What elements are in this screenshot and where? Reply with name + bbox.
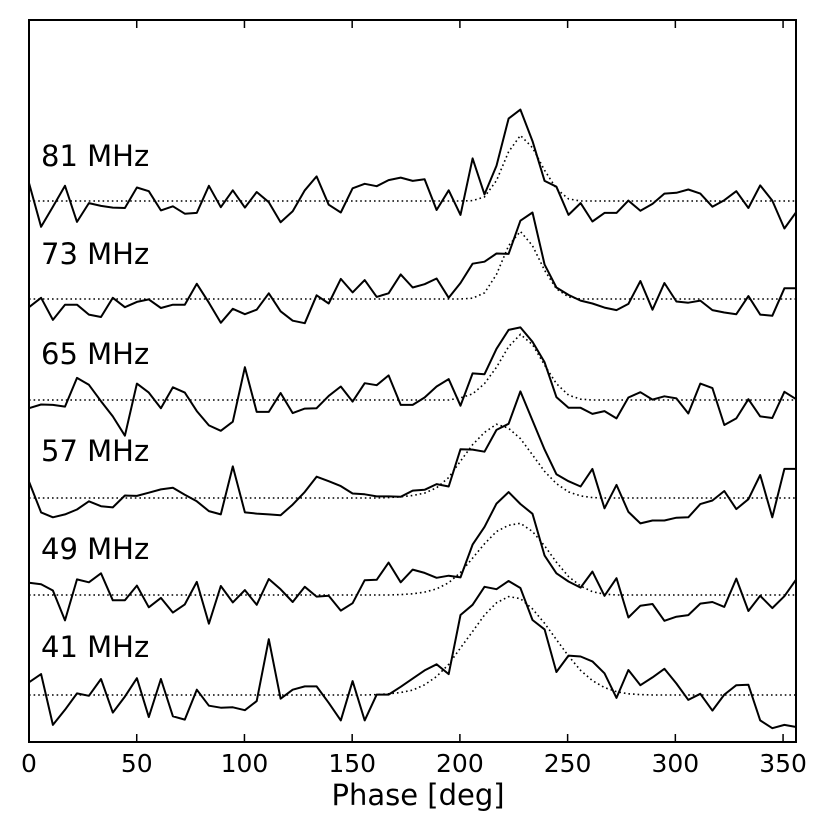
series-label: 49 MHz	[41, 532, 149, 566]
profile-line	[28, 211, 797, 325]
x-tick-label: 250	[544, 749, 592, 778]
series-65-mhz	[28, 326, 797, 437]
series-57-mhz	[28, 390, 797, 525]
plot-frame	[28, 19, 797, 743]
profile-line	[28, 108, 798, 230]
x-tick-label: 200	[436, 749, 484, 778]
series-41-mhz	[28, 580, 797, 730]
series-81-mhz	[28, 108, 798, 230]
profile-line	[28, 580, 797, 730]
series-49-mhz	[28, 491, 798, 625]
profile-line	[28, 491, 798, 625]
series-label: 81 MHz	[41, 139, 149, 173]
series-label: 65 MHz	[41, 337, 149, 371]
series-73-mhz	[28, 211, 797, 325]
x-axis-ticks: 0 50 100 150 200 250 300 350	[21, 20, 807, 778]
profile-line	[28, 390, 797, 525]
x-tick-label: 50	[121, 749, 153, 778]
profile-line	[28, 326, 797, 437]
x-axis-label: Phase [deg]	[331, 778, 504, 812]
series-label: 73 MHz	[41, 237, 149, 271]
fit-template-line	[29, 333, 797, 401]
x-tick-label: 100	[221, 749, 269, 778]
plot-area-background	[29, 20, 796, 742]
x-tick-label: 150	[328, 749, 376, 778]
x-tick-label: 350	[759, 749, 807, 778]
series-label: 57 MHz	[41, 434, 149, 468]
x-tick-label: 300	[651, 749, 699, 778]
series-layer	[28, 108, 798, 730]
x-tick-label: 0	[21, 749, 37, 778]
series-label: 41 MHz	[41, 630, 149, 664]
series-labels: 81 MHz 73 MHz 65 MHz 57 MHz 49 MHz 41 MHz	[41, 139, 149, 664]
